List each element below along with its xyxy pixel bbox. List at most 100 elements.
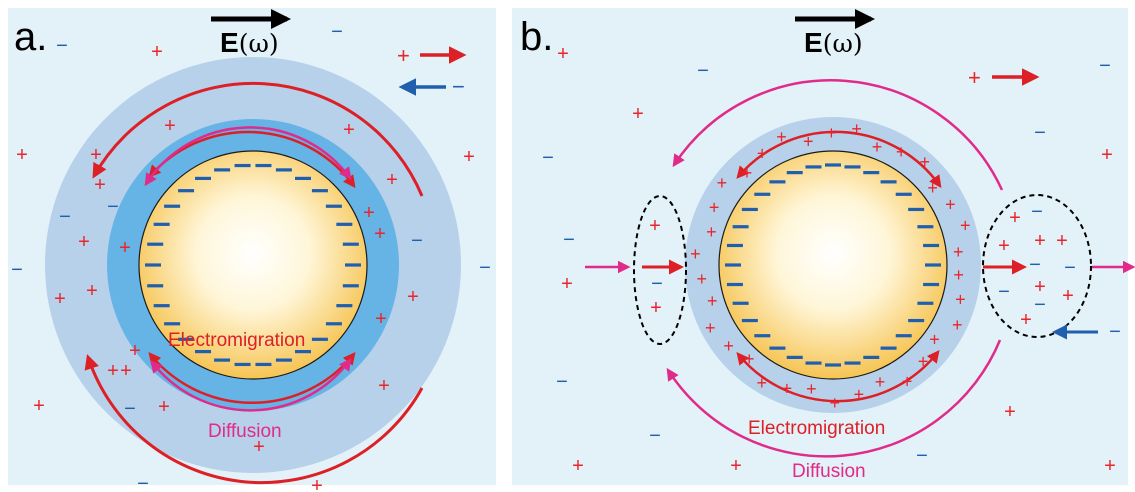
free-anion: −	[563, 229, 575, 251]
surface-charge-minus	[923, 243, 940, 248]
free-cation: +	[632, 103, 644, 125]
panel-a: − +−+ ++ +++ +− +−+ + −+− −++ ++++ +− ++++− + E(ω) +…	[8, 8, 496, 492]
double-layer-cation: +	[927, 178, 938, 198]
surface-charge-minus	[863, 171, 880, 175]
double-layer-cation: +	[955, 290, 966, 310]
free-cation: +	[650, 297, 662, 319]
free-cation: +	[557, 43, 569, 65]
panel-b-free-ions: +−+−− +−+−++−−−+ + −+++ −+ + +− −+− +−+−	[542, 43, 1121, 477]
free-cation: +	[343, 119, 355, 141]
free-anion: −	[649, 425, 661, 447]
surface-charge-minus	[195, 176, 211, 180]
surface-charge-minus	[908, 207, 925, 212]
surface-charge-minus	[844, 361, 861, 365]
free-cation: +	[386, 169, 398, 191]
free-cation: +	[1004, 401, 1016, 423]
panel-a-particle	[138, 150, 368, 380]
double-layer-cation: +	[919, 152, 930, 172]
panel-a-inner-diffusion-top	[144, 126, 352, 187]
free-cation: +	[54, 288, 66, 310]
surface-charge-minus	[754, 334, 771, 338]
surface-charge-minus	[195, 350, 211, 354]
surface-charge-minus	[147, 284, 164, 288]
surface-charge-minus	[164, 204, 181, 208]
surface-charge-minus	[754, 192, 771, 196]
free-cation: +	[120, 360, 132, 382]
free-cation: +	[374, 223, 386, 245]
surface-charge-minus	[805, 361, 822, 365]
free-anion: −	[1099, 55, 1111, 77]
free-cation: +	[407, 286, 419, 308]
surface-charge-minus	[732, 301, 749, 305]
free-cation: +	[33, 395, 45, 417]
double-layer-cation: +	[690, 244, 701, 264]
panel-b-field-omega: (ω)	[823, 29, 863, 58]
surface-charge-minus	[325, 322, 342, 326]
surface-charge-minus	[234, 163, 251, 168]
panel-b-electromigration-arrow-top	[736, 130, 942, 189]
surface-charge-minus	[214, 358, 231, 362]
surface-charge-minus	[917, 301, 934, 305]
panel-a-inner-diffusion-bottom	[150, 357, 352, 412]
free-cation: +	[1062, 285, 1074, 307]
surface-charge-minus	[255, 362, 272, 367]
panel-b-diffusion-arrow-top	[672, 79, 1004, 191]
free-cation: +	[158, 396, 170, 418]
surface-charge-minus	[295, 350, 311, 354]
free-cation: +	[119, 237, 131, 259]
surface-charge-minus	[923, 282, 940, 287]
double-layer-cation: +	[953, 265, 964, 285]
free-anion: −	[331, 21, 343, 43]
free-cation: +	[78, 231, 90, 253]
free-cation: +	[463, 146, 475, 168]
free-anion: −	[1031, 201, 1043, 223]
panel-b-electromigration-arrow-bottom	[736, 350, 940, 403]
surface-charge-minus	[311, 337, 328, 341]
free-anion: −	[542, 147, 554, 169]
free-anion: −	[1034, 294, 1046, 316]
panel-b-field-e: E	[804, 27, 823, 58]
surface-charge-minus	[164, 322, 181, 326]
surface-charge-minus	[769, 180, 786, 184]
free-cation: +	[86, 280, 98, 302]
surface-charge-minus	[345, 263, 361, 267]
free-cation: +	[1009, 207, 1021, 229]
free-cation: +	[561, 273, 573, 295]
surface-charge-minus	[153, 222, 170, 226]
surface-charge-minus	[178, 337, 195, 341]
free-cation: +	[572, 455, 584, 477]
surface-charge-minus	[732, 225, 749, 229]
panel-b-electromigration-label: Electromigration	[748, 418, 885, 439]
free-cation: +	[375, 308, 387, 330]
panel-a-label: a.	[14, 15, 47, 59]
surface-charge-minus	[295, 176, 311, 180]
panel-a-field-e: E	[220, 27, 239, 58]
free-anion: −	[1064, 257, 1076, 279]
panel-b-surface-charges: ++++++++++++++++++++++++ + + ++ + +++++	[690, 119, 970, 413]
free-cation: +	[129, 340, 141, 362]
free-cation: +	[151, 41, 163, 63]
surface-charge-minus	[917, 225, 934, 229]
free-cation: +	[107, 360, 119, 382]
panel-b-label: b.	[520, 15, 553, 59]
double-layer-cation: +	[717, 173, 728, 193]
free-cation: +	[1020, 309, 1032, 331]
double-layer-cation: +	[776, 127, 787, 147]
free-anion: −	[11, 259, 23, 281]
free-anion: −	[107, 196, 119, 218]
free-cation: +	[1034, 230, 1046, 252]
free-anion: −	[998, 281, 1010, 303]
panel-a-electromigration-arrow-top	[92, 82, 424, 197]
free-anion: −	[1029, 254, 1041, 276]
double-layer-cation: +	[742, 163, 753, 183]
surface-charge-minus	[275, 168, 292, 172]
surface-charge-minus	[741, 318, 758, 323]
surface-charge-minus	[275, 358, 292, 362]
free-anion: −	[479, 257, 491, 279]
surface-charge-minus	[880, 180, 897, 184]
double-layer-cation: +	[896, 142, 907, 162]
panel-a-electromigration-label: Electromigration	[168, 330, 305, 351]
free-cation: +	[1104, 455, 1116, 477]
panel-a-electromigration-arrow-bottom	[84, 354, 424, 485]
